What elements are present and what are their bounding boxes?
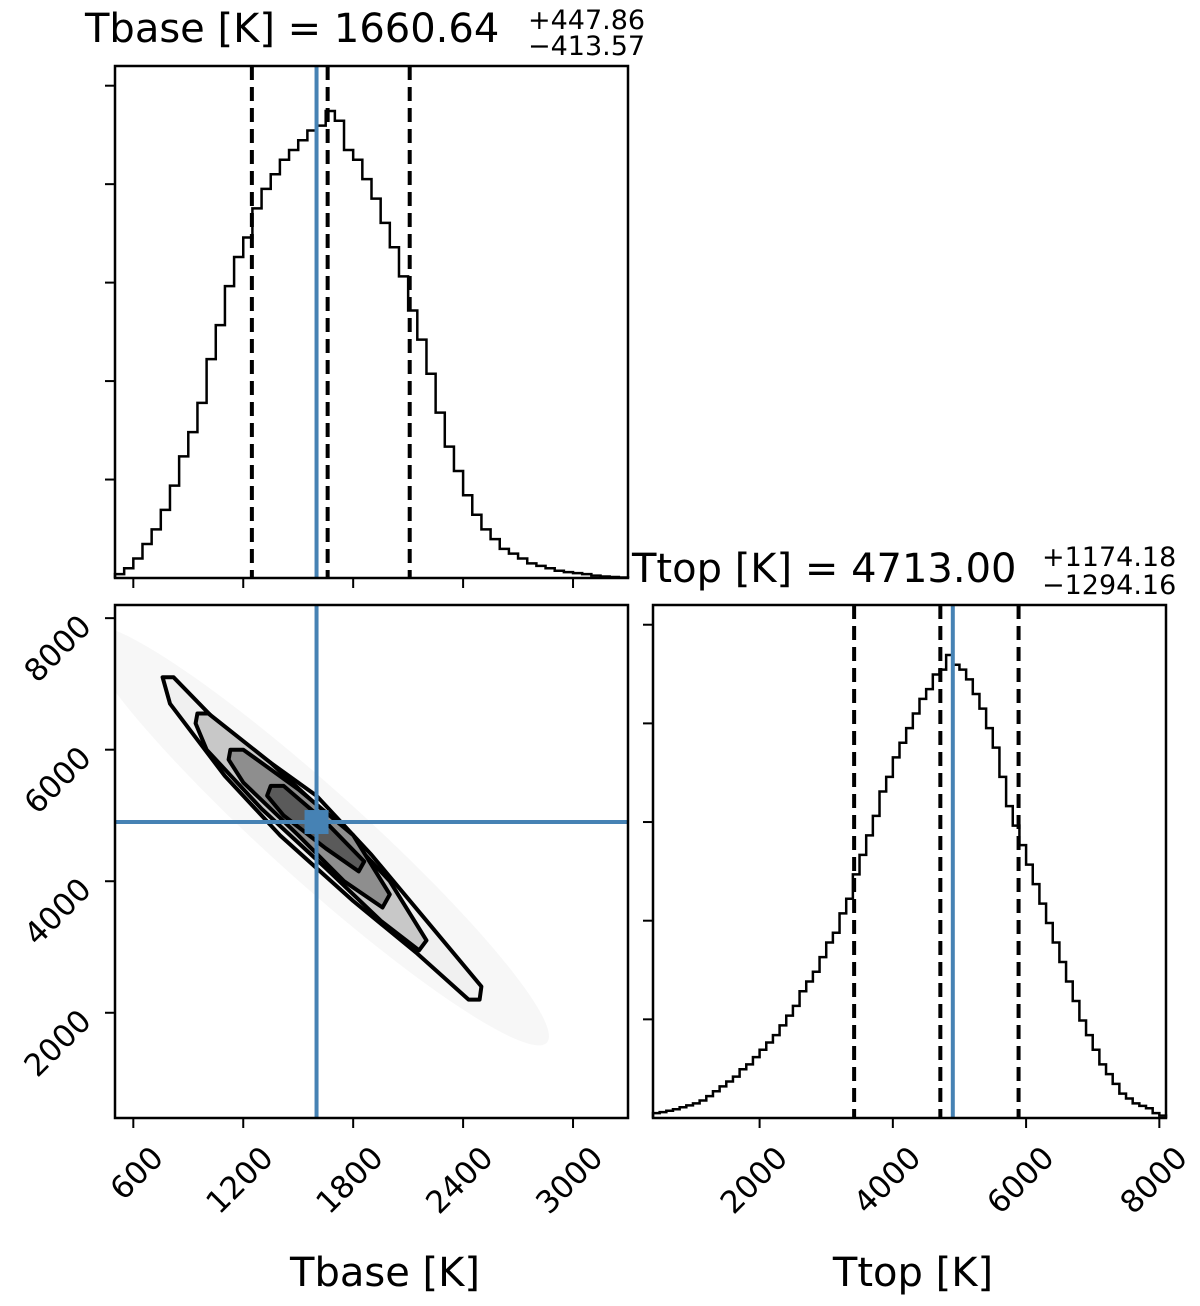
tbase-histogram-line (113, 109, 630, 579)
tbase-title-plus: +447.86 (528, 5, 645, 36)
tbase-histogram-panel (105, 64, 630, 588)
ttop-title: Ttop [K] = 4713.00 (631, 546, 1017, 592)
tbase-frame (113, 64, 630, 580)
ttop-title-plus: +1174.18 (1042, 542, 1176, 573)
ttop-title-minus: −1294.16 (1042, 570, 1176, 601)
contour-frame (113, 603, 630, 1120)
ttop-frame (651, 603, 1168, 1120)
contour-area (115, 605, 628, 1118)
tbase-title: Tbase [K] = 1660.64 (84, 6, 499, 52)
tbase-title-minus: −413.57 (528, 31, 645, 62)
ttop-histogram-line (651, 653, 1168, 1118)
truth-marker (304, 810, 329, 835)
ttop-axis-label: Ttop [K] (832, 1250, 993, 1296)
tbase-axis-label: Tbase [K] (289, 1250, 480, 1296)
